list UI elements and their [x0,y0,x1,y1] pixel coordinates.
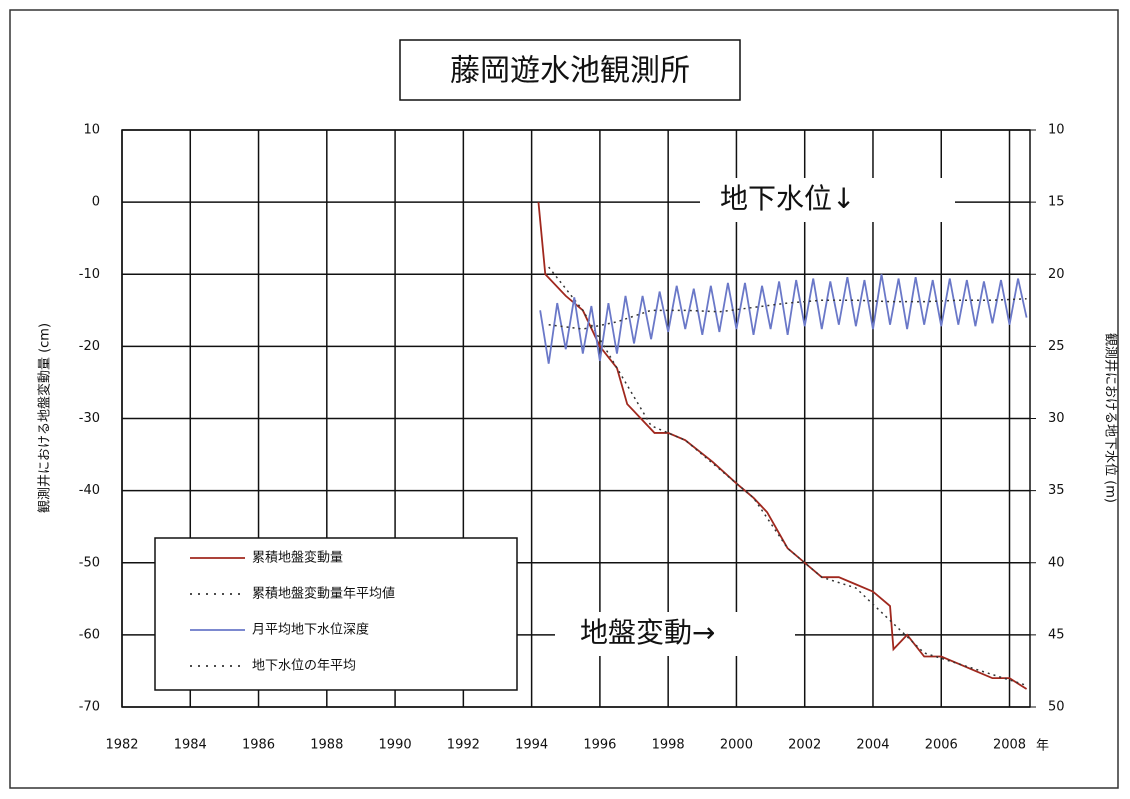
y-tick-label: -20 [79,339,100,354]
x-tick-label: 1996 [583,738,616,753]
y2-tick-label: 30 [1048,411,1065,426]
series-line [548,266,1027,687]
x-tick-label: 1994 [515,738,548,753]
y2-tick-label: 50 [1048,700,1065,715]
y2-tick-label: 15 [1048,195,1065,210]
x-tick-label: 1992 [447,738,480,753]
annotation: 地盤変動→ [580,616,715,649]
y2-tick-label: 10 [1048,123,1065,138]
annotation: 地下水位↓ [720,182,855,215]
x-tick-label: 2006 [925,738,958,753]
title-box [399,39,741,101]
y2-tick-label: 35 [1048,483,1065,498]
y-tick-label: -50 [79,555,100,570]
y-tick-label: 0 [92,195,100,210]
x-tick-label: 2008 [993,738,1026,753]
annotation-bg [700,178,955,222]
x-tick-label: 2002 [788,738,821,753]
y-tick-label: -40 [79,483,100,498]
x-axis-label: 年 [1036,739,1049,754]
chart-title: 藤岡遊水池観測所 [450,54,690,89]
y-tick-label: -30 [79,411,100,426]
x-tick-label: 1988 [310,738,343,753]
x-tick-label: 2000 [720,738,753,753]
annotation-bg [555,612,795,656]
x-tick-label: 1998 [652,738,685,753]
y-axis-label: 観測井における地盤変動量 (cm) [37,323,53,513]
y2-tick-label: 20 [1048,267,1065,282]
legend-box [154,537,518,691]
y-tick-label: 10 [83,123,100,138]
legend-label: 累積地盤変動量年平均値 [252,586,395,602]
series-line [539,274,1028,364]
x-tick-label: 2004 [856,738,889,753]
y-tick-label: -60 [79,627,100,642]
y-tick-label: -10 [79,267,100,282]
legend-label: 地下水位の年平均 [252,659,356,674]
x-tick-label: 1986 [242,738,275,753]
y2-tick-label: 45 [1048,627,1065,642]
x-tick-label: 1990 [379,738,412,753]
y-tick-label: -70 [79,700,100,715]
y2-tick-label: 40 [1048,555,1065,570]
legend-label: 月平均地下水位深度 [252,622,369,638]
legend-label: 累積地盤変動量 [252,550,343,566]
series-line [537,202,1028,690]
x-tick-label: 1982 [105,738,138,753]
x-tick-label: 1984 [174,738,207,753]
y2-tick-label: 25 [1048,339,1065,354]
y2-axis-label: 観測井における地下水位 (m) [1103,333,1118,503]
